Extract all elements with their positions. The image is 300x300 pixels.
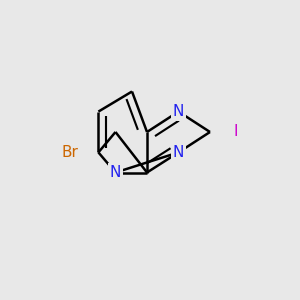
Text: I: I [233, 124, 238, 140]
Text: N: N [173, 104, 184, 119]
Text: N: N [173, 145, 184, 160]
Text: N: N [110, 165, 121, 180]
Text: Br: Br [61, 145, 78, 160]
